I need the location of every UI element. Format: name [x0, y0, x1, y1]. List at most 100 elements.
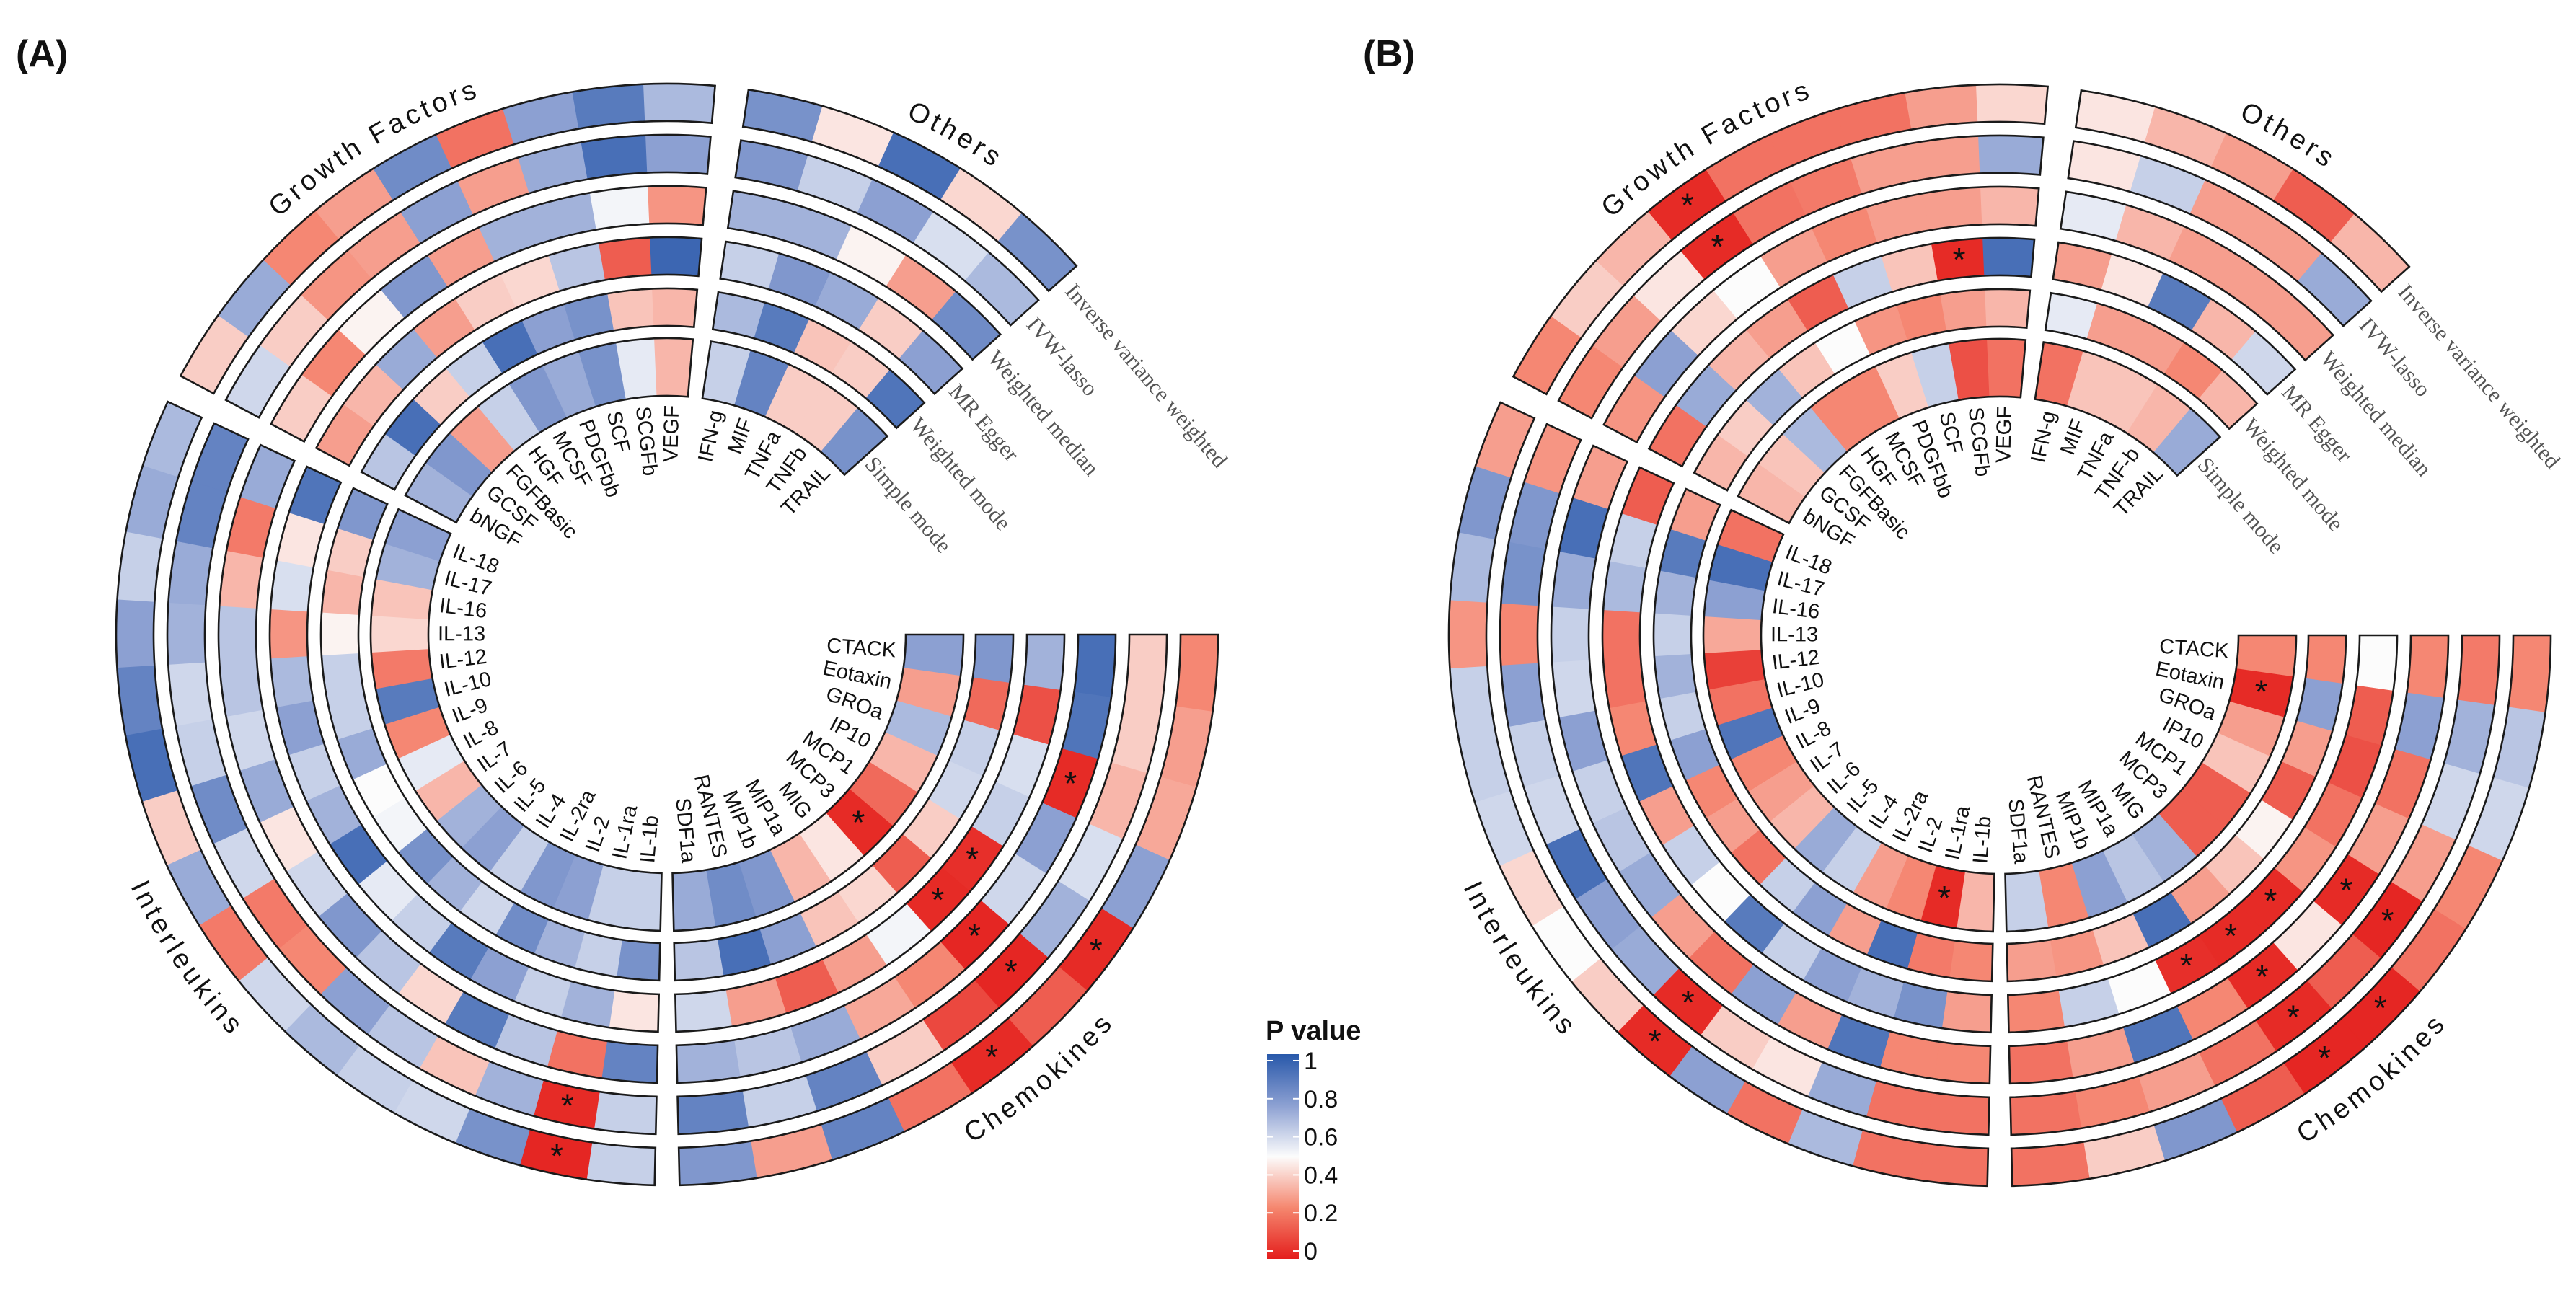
heatmap-cell	[1124, 634, 1168, 705]
heatmap-cell	[594, 1091, 657, 1135]
ring-outline	[115, 400, 657, 1187]
cytokine-label-ifn-g: IFN-g	[2026, 409, 2060, 465]
ring-outline	[224, 133, 712, 419]
ring-outline	[314, 236, 703, 467]
heatmap-cell	[654, 337, 694, 397]
heatmap-cell	[270, 560, 314, 612]
ring-outline	[677, 633, 1219, 1187]
heatmap-cell	[1653, 612, 1693, 657]
ring-outline	[2004, 634, 2298, 933]
significance-star: *	[2255, 673, 2268, 711]
heatmap-cell	[1866, 1080, 1933, 1131]
heatmap-cell	[1654, 570, 1698, 616]
heatmap-cell	[2406, 635, 2449, 699]
heatmap-cell	[1602, 656, 1646, 709]
heatmap-cell	[1978, 135, 2044, 175]
heatmap-cell	[547, 1030, 608, 1079]
ring-outline	[673, 633, 1015, 982]
significance-star: *	[1681, 187, 1694, 224]
heatmap-cell	[676, 1039, 741, 1084]
heatmap-cell	[2305, 635, 2347, 684]
panel-a-circular-heatmap: (A)********CTACKEotaxinGROaIP10MCP1MCP3M…	[16, 33, 1233, 1187]
heatmap-cell	[1940, 289, 1988, 332]
significance-star: *	[1953, 241, 1966, 278]
ring-outline	[1499, 423, 1990, 1136]
ring-outline	[166, 422, 658, 1136]
heatmap-cell	[1918, 1142, 1989, 1187]
significance-star: *	[852, 803, 865, 841]
ring-outline	[179, 82, 716, 395]
ring-outline	[319, 487, 661, 982]
heatmap-cell	[601, 1040, 658, 1084]
heatmap-cell	[607, 288, 655, 331]
cytokine-label-ctack: CTACK	[2158, 635, 2230, 663]
heatmap-cell	[1980, 186, 2039, 226]
ring-outline	[1652, 487, 1994, 983]
heatmap-cell	[218, 605, 257, 662]
significance-star: *	[931, 881, 944, 919]
heatmap-cell	[518, 141, 588, 194]
significance-star: *	[2224, 917, 2237, 955]
legend-tick-label: 0.2	[1304, 1200, 1338, 1227]
significance-star: *	[2374, 989, 2387, 1027]
heatmap-cell	[175, 718, 227, 787]
heatmap-cell	[2006, 939, 2057, 982]
heatmap-cell	[2345, 685, 2394, 746]
heatmap-cell	[1602, 560, 1647, 613]
ring-outline	[1647, 236, 2036, 468]
significance-star: *	[550, 1137, 563, 1175]
ring-outline	[741, 88, 1078, 293]
ring-outline	[360, 287, 699, 491]
heatmap-cell	[1023, 634, 1065, 691]
heatmap-cell	[733, 1026, 802, 1078]
ring-outline	[1693, 288, 2032, 492]
heatmap-cell	[2060, 191, 2127, 242]
heatmap-cell	[533, 192, 597, 243]
ring-outline	[1550, 444, 1992, 1085]
heatmap-cell	[1551, 606, 1590, 663]
heatmap-cell	[1703, 616, 1763, 653]
significance-star: *	[1682, 983, 1695, 1021]
legend-tick-label: 0.4	[1304, 1162, 1338, 1189]
ring-outline	[671, 633, 965, 932]
significance-star: *	[561, 1087, 574, 1125]
ring-outline	[2006, 634, 2347, 983]
heatmap-cell	[1933, 1041, 1991, 1084]
ring-outline	[676, 633, 1168, 1136]
ring-outline	[2074, 89, 2411, 293]
legend-colorbar	[1267, 1054, 1299, 1259]
heatmap-cell	[1062, 691, 1112, 760]
cytokine-label-il-13: IL-13	[438, 622, 485, 645]
heatmap-cell	[1949, 940, 1993, 982]
heatmap-cell	[2355, 635, 2398, 691]
significance-star: *	[2339, 872, 2352, 909]
ring-outline	[1602, 185, 2040, 444]
heatmap-cell	[1551, 659, 1597, 718]
sector-interleukins: **IL-1bIL-1raIL-2IL-2raIL-4IL-5IL-6IL-7I…	[115, 400, 663, 1187]
p-value-legend: P value 1 0.8 0.6 0.4 0.2 0	[1266, 1016, 1361, 1265]
cytokine-label-ctack: CTACK	[826, 635, 897, 663]
ring-outline	[2009, 634, 2501, 1136]
ring-outline	[1702, 508, 1995, 933]
significance-star: *	[1090, 932, 1103, 969]
ring-outline	[1737, 337, 2027, 525]
ring-outline	[2034, 341, 2222, 477]
ring-outline	[1512, 83, 2049, 396]
heatmap-cell	[648, 185, 707, 226]
heatmap-cell	[1975, 84, 2049, 125]
heatmap-cell	[2008, 1040, 2073, 1084]
ring-outline	[2044, 291, 2259, 430]
heatmap-cell	[820, 1097, 905, 1161]
ring-outline	[2008, 634, 2450, 1085]
ring-outline	[217, 443, 659, 1084]
significance-star: *	[2381, 902, 2394, 940]
ring-outline	[719, 240, 964, 395]
heatmap-cell	[2007, 989, 2065, 1033]
heatmap-cell	[598, 237, 653, 280]
panel-label: (B)	[1363, 33, 1415, 75]
heatmap-cell	[1879, 1030, 1941, 1079]
heatmap-cell	[1572, 445, 1628, 510]
heatmap-cell	[1941, 991, 1993, 1033]
